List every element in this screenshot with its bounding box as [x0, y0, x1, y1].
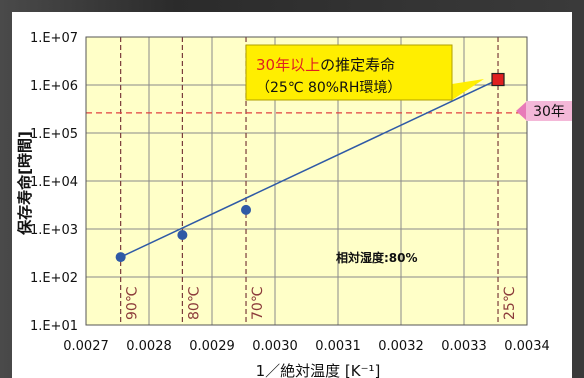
y-tick-label: 1.E+02 — [30, 271, 78, 286]
temperature-label: 80℃ — [186, 286, 202, 320]
reference-badge: 30年 — [516, 101, 572, 121]
callout-box — [245, 44, 453, 101]
x-axis-label: 1／絶対温度 [K⁻¹] — [256, 362, 381, 378]
callout-highlight-text: 30年以上 — [256, 56, 320, 74]
temperature-markers: 90℃ 80℃ 70℃ 25℃ — [120, 37, 518, 325]
y-tick-label: 1.E+03 — [30, 223, 78, 238]
trend-line — [120, 78, 499, 258]
x-tick-label: 0.0033 — [441, 339, 487, 354]
highlight-point-25c — [491, 72, 505, 87]
y-tick-label: 1.E+01 — [30, 319, 78, 334]
temperature-label: 90℃ — [125, 286, 141, 320]
x-tick-label: 0.0030 — [252, 339, 298, 354]
data-point — [177, 229, 188, 240]
temperature-label: 25℃ — [502, 286, 518, 320]
x-tick-label: 0.0034 — [504, 339, 550, 354]
x-tick-label: 0.0027 — [63, 339, 109, 354]
reference-badge-box — [526, 101, 572, 121]
data-point — [115, 252, 126, 263]
temperature-label: 70℃ — [250, 286, 266, 320]
callout-rest-text: の推定寿命 — [320, 56, 395, 74]
callout-title: 30年以上の推定寿命 — [256, 56, 395, 74]
reference-arrow — [516, 102, 526, 120]
y-tick-labels: 1.E+01 1.E+02 1.E+03 1.E+04 1.E+05 1.E+06 1.E+… — [30, 31, 78, 334]
humidity-note: 相対湿度:80% — [336, 250, 418, 265]
plot-frame — [85, 36, 528, 326]
annotation-callout: 30年以上の推定寿命 （25℃ 80%RH環境） — [245, 44, 484, 101]
y-tick-label: 1.E+06 — [30, 79, 78, 94]
data-point — [241, 204, 252, 215]
data-points — [115, 204, 252, 263]
y-axis-label: 保存寿命[時間] — [16, 131, 34, 236]
x-tick-label: 0.0028 — [126, 339, 172, 354]
x-tick-labels: 0.0027 0.0028 0.0029 0.0030 0.0031 0.0032 0.00… — [63, 339, 550, 354]
callout-pointer — [452, 79, 484, 100]
x-tick-label: 0.0029 — [189, 339, 235, 354]
x-tick-label: 0.0031 — [315, 339, 361, 354]
callout-subtitle: （25℃ 80%RH環境） — [256, 80, 401, 96]
reference-label: 30年 — [533, 104, 565, 120]
y-tick-label: 1.E+05 — [30, 127, 78, 142]
x-tick-label: 0.0032 — [378, 339, 424, 354]
y-tick-label: 1.E+07 — [30, 31, 78, 46]
y-tick-label: 1.E+04 — [30, 175, 78, 190]
